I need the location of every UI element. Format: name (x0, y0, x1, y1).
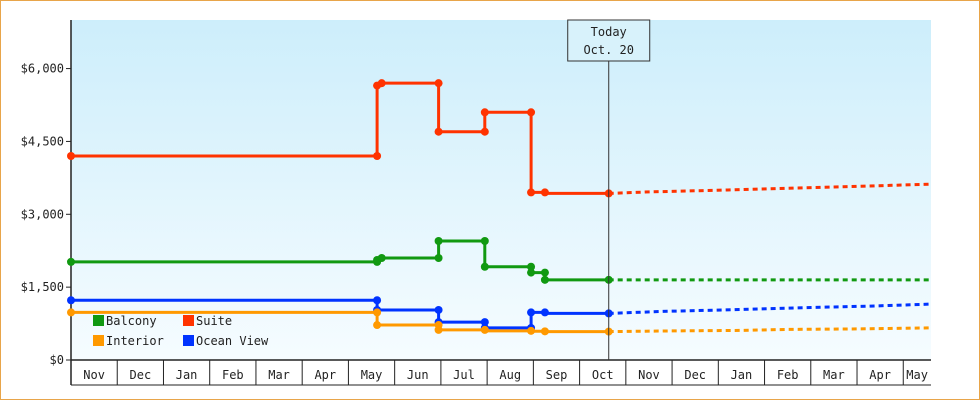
data-point (480, 262, 489, 271)
data-point (434, 79, 443, 88)
x-tick-label: Dec (130, 368, 152, 382)
data-point (527, 262, 536, 271)
x-tick-label: Apr (314, 368, 336, 382)
series-forecast-line (608, 302, 932, 315)
legend-swatch (183, 335, 194, 346)
data-point (527, 308, 536, 317)
x-tick-label: Jun (407, 368, 429, 382)
x-tick-label: Apr (869, 368, 891, 382)
data-point (373, 296, 382, 305)
legend-label: Balcony (106, 314, 157, 328)
y-tick-label: $0 (50, 353, 64, 367)
data-point (67, 152, 75, 160)
x-axis: Nov Dec Jan Feb Mar Apr May Jun Jul Aug Sep Oct Nov D… (71, 359, 931, 386)
data-point (527, 108, 536, 117)
data-point (377, 254, 386, 262)
data-point (527, 268, 536, 277)
data-point (480, 325, 489, 334)
x-tick-label: Aug (499, 368, 521, 382)
series-forecast-line (608, 326, 932, 334)
legend-label: Interior (106, 334, 164, 348)
data-point (377, 79, 386, 88)
today-label: Today (591, 25, 627, 39)
y-tick-label: $3,000 (21, 207, 64, 221)
data-point (527, 326, 536, 335)
legend-swatch (183, 315, 194, 326)
data-point (480, 318, 489, 327)
x-tick-label: Jan (176, 368, 198, 382)
data-point (540, 308, 549, 317)
x-tick-label: Nov (638, 368, 660, 382)
data-point (67, 257, 75, 266)
x-tick-label: May (361, 368, 383, 382)
legend-label: Suite (196, 314, 232, 328)
data-point (540, 327, 549, 336)
x-tick-label: Jan (731, 368, 753, 382)
plot-background (71, 20, 931, 360)
x-tick-label: Mar (823, 368, 845, 382)
y-axis: $0 $1,500 $3,000 $4,500 $6,000 (21, 20, 72, 385)
x-tick-label: May (906, 368, 928, 382)
legend-swatch (93, 315, 104, 326)
x-tick-label: Feb (222, 368, 244, 382)
y-tick-label: $4,500 (21, 134, 64, 148)
y-tick-label: $1,500 (21, 280, 64, 294)
data-point (434, 305, 443, 314)
y-tick-label: $6,000 (21, 62, 64, 76)
series-layer (67, 79, 932, 336)
today-box (567, 19, 651, 62)
legend-label: Ocean View (196, 334, 269, 348)
series-balcony (67, 237, 931, 284)
series-suite (67, 79, 932, 198)
data-point (540, 275, 549, 284)
x-tick-label: Oct (592, 368, 614, 382)
x-tick-label: Sep (546, 368, 568, 382)
legend: Balcony Suite Interior Ocean View (93, 314, 269, 348)
data-point (540, 268, 549, 277)
today-date: Oct. 20 (583, 43, 634, 57)
data-point (434, 254, 443, 262)
x-tick-label: Dec (684, 368, 706, 382)
data-point (373, 308, 382, 317)
data-point (480, 127, 489, 136)
data-point (527, 188, 536, 197)
data-point (480, 108, 489, 117)
data-point (67, 308, 75, 317)
today-annotation: Today Oct. 20 (567, 19, 651, 360)
x-tick-label: Jul (453, 368, 475, 382)
data-point (373, 152, 382, 160)
data-point (67, 296, 75, 305)
data-point (480, 237, 489, 245)
series-interior (67, 308, 932, 336)
x-tick-label: Nov (83, 368, 105, 382)
data-point (434, 325, 443, 334)
data-point (434, 237, 443, 245)
data-point (434, 127, 443, 136)
x-tick-label: Mar (268, 368, 290, 382)
data-point (373, 321, 382, 330)
data-point (540, 188, 549, 197)
series-forecast-line (608, 182, 932, 195)
x-tick-label: Feb (777, 368, 799, 382)
legend-swatch (93, 335, 104, 346)
